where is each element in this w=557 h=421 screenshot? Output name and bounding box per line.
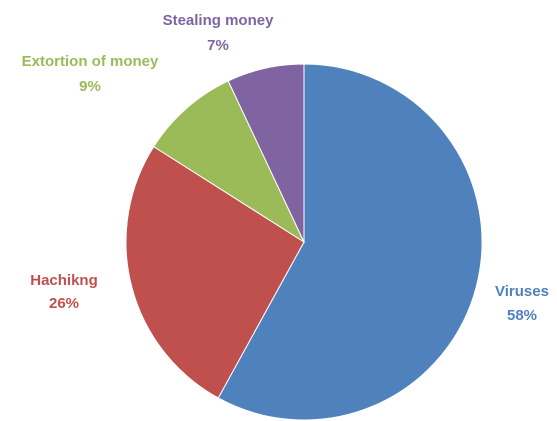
pie-slice-extortion-of-money <box>153 80 306 244</box>
pie-slice-viruses <box>217 63 483 421</box>
pie-slices <box>125 63 483 421</box>
pie-slice-hachikng <box>125 145 305 399</box>
slice-percent-label: 9% <box>79 78 101 95</box>
slice-percent-label: 58% <box>507 307 537 324</box>
slice-category-label: Extortion of money <box>22 53 159 70</box>
slice-percent-label: 7% <box>207 37 229 54</box>
slice-category-label: Viruses <box>495 283 549 300</box>
pie-labels: Viruses 58% Hachikng 26% Extortion of money 9… <box>22 12 549 324</box>
slice-category-label: Hachikng <box>30 272 98 289</box>
slice-category-label: Stealing money <box>163 12 275 29</box>
pie-slice-stealing-money <box>227 63 305 243</box>
slice-percent-label: 26% <box>49 295 79 312</box>
